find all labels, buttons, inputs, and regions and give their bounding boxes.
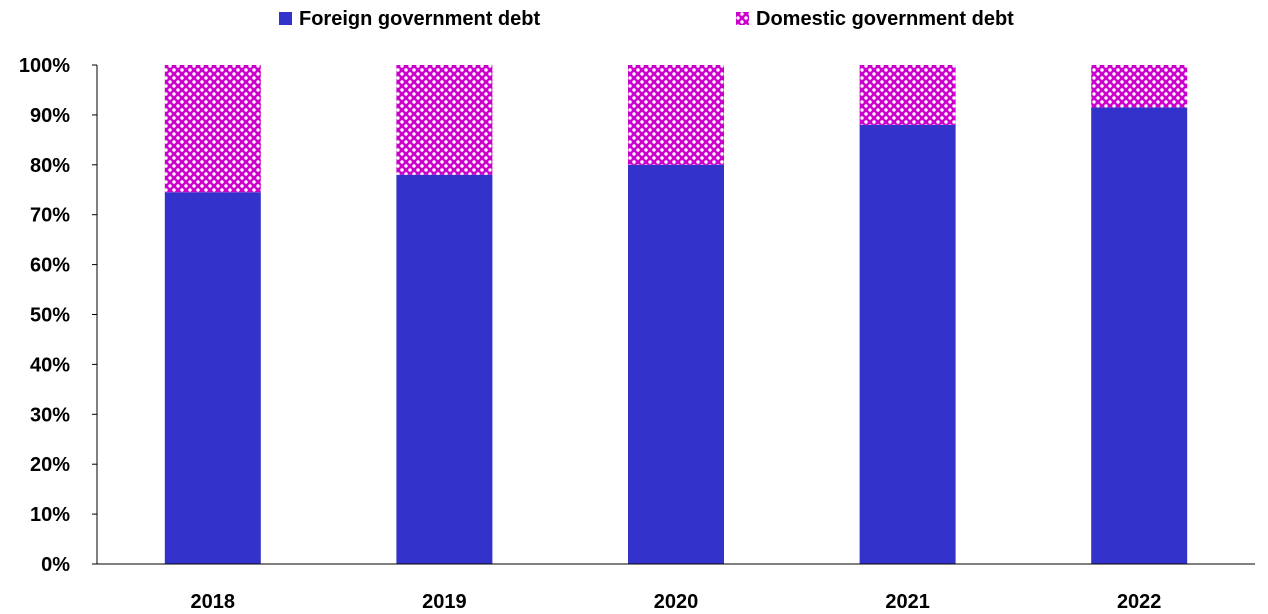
bar-foreign-2021 — [859, 124, 956, 564]
bar-domestic-2018 — [164, 65, 261, 193]
bar-foreign-2018 — [164, 192, 261, 564]
bar-domestic-2019 — [396, 65, 493, 175]
y-tick-label: 10% — [30, 504, 70, 526]
y-tick-label: 60% — [30, 255, 70, 277]
y-tick-label: 20% — [30, 454, 70, 476]
y-tick-label: 0% — [41, 554, 70, 576]
y-tick-label: 80% — [30, 155, 70, 177]
bars — [164, 65, 1188, 565]
x-axis: 2018 2019 2020 2021 2022 — [97, 563, 1255, 613]
legend-label-domestic: Domestic government debt — [756, 8, 1014, 30]
y-axis: 0% 10% 20% 30% 40% 50% 60% 70% 80% 90% 100% — [19, 55, 98, 576]
x-tick-label: 2018 — [191, 591, 236, 613]
x-tick-label: 2019 — [422, 591, 467, 613]
legend-swatch-foreign — [279, 12, 292, 25]
y-tick-label: 40% — [30, 354, 70, 376]
legend-swatch-domestic — [736, 12, 749, 25]
x-tick-label: 2022 — [1117, 591, 1162, 613]
bar-domestic-2022 — [1091, 65, 1188, 108]
bar-domestic-2020 — [628, 65, 724, 165]
bar-foreign-2022 — [1091, 107, 1188, 564]
bar-foreign-2019 — [396, 174, 493, 564]
bar-domestic-2021 — [859, 65, 956, 125]
x-tick-label: 2021 — [885, 591, 930, 613]
y-tick-label: 30% — [30, 404, 70, 426]
y-tick-label: 90% — [30, 105, 70, 127]
y-tick-label: 100% — [19, 55, 70, 77]
legend-label-foreign: Foreign government debt — [299, 8, 540, 30]
y-tick-label: 70% — [30, 205, 70, 227]
bar-foreign-2020 — [628, 164, 724, 565]
x-tick-label: 2020 — [654, 591, 699, 613]
y-tick-label: 50% — [30, 305, 70, 327]
legend: Foreign government debt Domestic governm… — [279, 8, 1014, 30]
